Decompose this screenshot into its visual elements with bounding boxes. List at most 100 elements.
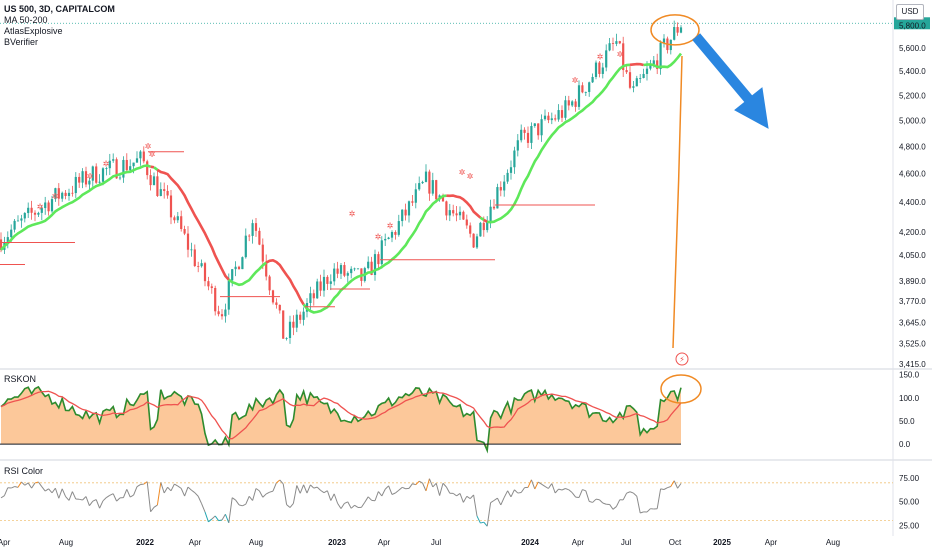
rsi-segment (306, 484, 311, 494)
candle-body (122, 159, 125, 178)
candle-body (129, 166, 132, 171)
rsi-segment (381, 489, 386, 497)
candle-body (101, 168, 105, 182)
rsi-segment (129, 494, 134, 498)
candle-body (241, 257, 244, 270)
candle-body (285, 337, 288, 339)
candle-body (503, 181, 506, 191)
rskon-tick-label: 0.0 (899, 440, 911, 449)
candle-body (676, 27, 679, 33)
star-marker: ✲ (597, 52, 604, 61)
legend-indicator-bverifier[interactable]: BVerifier (4, 37, 39, 47)
candle-body (475, 236, 479, 248)
rsi-segment (374, 491, 379, 501)
rsi-segment (558, 488, 563, 491)
rsi-segment (337, 503, 342, 509)
rsi-segment (289, 503, 294, 508)
rsi-segment (520, 487, 526, 493)
candle-body (278, 304, 281, 311)
rsi-segment (143, 481, 148, 485)
currency-button[interactable]: USD (896, 4, 924, 20)
candle-body (659, 42, 662, 70)
candle-body (479, 222, 482, 237)
candle-body (632, 86, 635, 88)
candle-body (611, 43, 615, 44)
rsi-segment (167, 486, 172, 492)
ma-line-green (153, 166, 159, 171)
time-tick-label: Apr (378, 538, 391, 547)
candle-body (537, 123, 540, 136)
candle-body (520, 129, 523, 141)
rsi-segment (214, 515, 220, 521)
time-tick-label: Apr (765, 538, 778, 547)
lightning-icon: ⚡ (679, 355, 685, 364)
symbol-title: US 500, 3D, CAPITALCOM (4, 4, 115, 14)
candle-body (489, 206, 492, 222)
rskon-tick-label: 150.0 (899, 371, 920, 380)
legend-indicator-atlas[interactable]: AtlasExplosive (4, 26, 63, 36)
candle-body (231, 269, 234, 281)
rsi-segment (242, 503, 247, 507)
candle-body (47, 202, 50, 212)
price-tick-label: 5,400.0 (899, 67, 926, 76)
candle-body (23, 213, 26, 219)
rskon-label[interactable]: RSKON (4, 374, 37, 384)
candle-body (618, 41, 621, 44)
candle-body (207, 281, 210, 287)
candle-body (142, 151, 145, 162)
candle-body (146, 161, 149, 176)
highlight-circle-price (650, 14, 700, 46)
candle-body (139, 151, 142, 159)
legend-indicator-ma[interactable]: MA 50-200 (4, 15, 48, 25)
rskon-tick-label: 100.0 (899, 394, 920, 403)
rsi-segment (428, 478, 434, 488)
ma-line-red (265, 259, 305, 306)
rsi-segment (483, 521, 488, 527)
rsi-segment (184, 486, 189, 497)
rsi-segment (272, 482, 277, 492)
rsi-segment (228, 497, 233, 523)
rsi-segment (14, 486, 19, 488)
rsi-segment (68, 491, 73, 501)
rsi-segment (388, 485, 393, 495)
rsi-segment (218, 519, 223, 522)
rsi-segment (276, 479, 281, 484)
rsi-segment (71, 491, 77, 500)
candle-body (530, 125, 533, 143)
candle-body (384, 238, 387, 241)
price-tick-label: 3,525.0 (899, 340, 926, 349)
candle-body (506, 172, 509, 182)
rsi-segment (551, 483, 556, 494)
candle-body (455, 213, 458, 216)
candle-body (118, 177, 122, 179)
rsi-segment (612, 506, 617, 510)
rsi-segment (462, 496, 468, 503)
candle-body (394, 232, 397, 235)
candle-body (329, 281, 332, 284)
ma-line-red (446, 194, 482, 219)
candle-body (679, 27, 683, 33)
candle-body (244, 235, 247, 258)
candle-body (469, 225, 472, 234)
rsi-segment (561, 488, 566, 491)
rsi-segment (95, 499, 101, 509)
candle-body (183, 229, 186, 234)
candle-body (401, 209, 404, 222)
candle-body (540, 119, 543, 136)
price-tick-label: 3,770.0 (899, 297, 926, 306)
candle-body (424, 171, 428, 182)
rsi-segment (41, 486, 46, 492)
candle-body (251, 223, 254, 236)
rsi-segment (442, 482, 447, 488)
candle-body (98, 181, 101, 183)
rsi-segment (415, 480, 420, 485)
rsi-segment (435, 483, 441, 496)
price-tick-label: 5,000.0 (899, 116, 926, 125)
rsi-segment (615, 499, 621, 507)
rsi-segment (565, 488, 569, 491)
candle-body (288, 321, 292, 338)
rsi-label[interactable]: RSI Color (4, 466, 44, 476)
rsi-segment (364, 496, 369, 503)
candle-body (132, 162, 135, 167)
